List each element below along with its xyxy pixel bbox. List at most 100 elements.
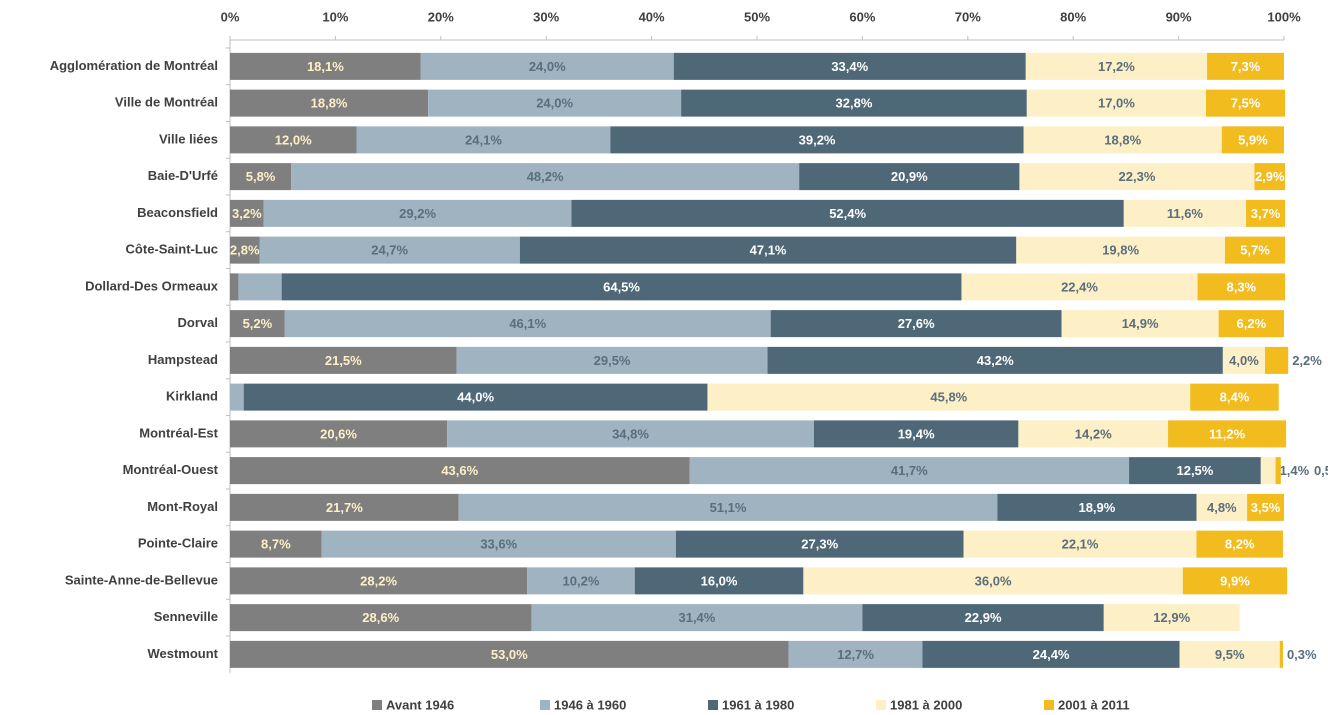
bar-segment: [1018, 420, 1169, 448]
x-tick-label: 70%: [955, 9, 981, 24]
legend-swatch: [372, 700, 382, 710]
data-label: 19,4%: [898, 426, 935, 441]
data-label: 43,2%: [977, 353, 1014, 368]
bar-segment: [803, 567, 1183, 595]
category-label: Ville de Montréal: [115, 95, 218, 110]
data-label: 64,5%: [603, 279, 640, 294]
bar-segment: [230, 236, 260, 264]
data-label: 12,9%: [1153, 610, 1190, 625]
data-label: 28,6%: [362, 610, 399, 625]
data-label: 27,6%: [898, 316, 935, 331]
data-label: 5,2%: [243, 316, 273, 331]
data-label: 22,1%: [1062, 537, 1099, 552]
category-label: Hampstead: [148, 352, 218, 367]
bar-segment: [1247, 493, 1284, 521]
x-tick-label: 30%: [533, 9, 559, 24]
bar-segment: [1206, 89, 1286, 117]
bar-segment: [997, 493, 1197, 521]
category-label: Agglomération de Montréal: [50, 58, 218, 73]
data-label: 45,8%: [930, 390, 967, 405]
category-label: Kirkland: [166, 389, 218, 404]
data-label: 8,3%: [1226, 279, 1256, 294]
data-label: 12,5%: [1176, 463, 1213, 478]
bar-segment: [1254, 163, 1286, 191]
bar-segment: [230, 52, 421, 80]
category-label: Mont-Royal: [147, 499, 218, 514]
data-label: 16,0%: [701, 573, 738, 588]
data-label: 44,0%: [457, 390, 494, 405]
bar-segment: [230, 640, 789, 668]
data-label: 28,2%: [360, 573, 397, 588]
bar-segment: [1218, 310, 1284, 338]
bar-segment: [1260, 457, 1276, 485]
bar-segment: [1224, 236, 1286, 264]
bar-segment: [707, 383, 1191, 411]
legend-label: Avant 1946: [386, 697, 454, 712]
data-label: 11,6%: [1167, 206, 1204, 221]
bar-segment: [1275, 457, 1281, 485]
category-label: Westmount: [147, 646, 218, 661]
legend-label: 2001 à 2011: [1058, 697, 1130, 712]
category-label: Sainte-Anne-de-Bellevue: [65, 572, 218, 587]
bar-segment: [610, 126, 1024, 154]
x-tick-label: 40%: [639, 9, 665, 24]
data-label: 20,9%: [891, 169, 928, 184]
bar-segment: [1222, 346, 1266, 374]
data-label: 14,2%: [1075, 426, 1112, 441]
data-label: 4,8%: [1207, 500, 1237, 515]
category-label: Beaconsfield: [137, 205, 218, 220]
bar-segment: [428, 89, 682, 117]
x-tick-label: 80%: [1060, 9, 1086, 24]
bar-segment: [1197, 273, 1286, 301]
bar-segment: [862, 604, 1104, 632]
bar-segment: [1023, 126, 1222, 154]
bar-segment: [230, 273, 239, 301]
data-label: 18,8%: [311, 96, 348, 111]
bar-segment: [230, 567, 528, 595]
data-label: 39,2%: [799, 132, 836, 147]
bar-segment: [1190, 383, 1279, 411]
data-label: 0,5%: [1314, 463, 1328, 478]
bar-segment: [813, 420, 1019, 448]
bar-segment: [1196, 530, 1283, 558]
bar-segment: [458, 493, 998, 521]
data-label: 1,4%: [1280, 463, 1310, 478]
bar-segment: [263, 199, 572, 227]
category-label: Dollard-Des Ormeaux: [85, 278, 219, 293]
bar-segment: [230, 420, 448, 448]
data-label: 5,8%: [246, 169, 276, 184]
data-label: 2,8%: [230, 243, 260, 258]
legend-label: 1946 à 1960: [554, 697, 626, 712]
bar-segment: [259, 236, 520, 264]
data-label: 24,0%: [529, 59, 566, 74]
legend-swatch: [540, 700, 550, 710]
bar-segment: [1016, 236, 1225, 264]
legend-swatch: [876, 700, 886, 710]
x-tick-label: 20%: [428, 9, 454, 24]
x-tick-label: 50%: [744, 9, 770, 24]
data-label: 21,7%: [326, 500, 363, 515]
data-label: 7,3%: [1231, 59, 1261, 74]
bar-segment: [243, 383, 708, 411]
x-tick-label: 10%: [322, 9, 348, 24]
data-label: 3,5%: [1251, 500, 1281, 515]
data-label: 18,8%: [1104, 132, 1141, 147]
data-label: 9,5%: [1215, 647, 1245, 662]
bar-segment: [922, 640, 1180, 668]
bar-segment: [1221, 126, 1284, 154]
bar-segment: [963, 530, 1197, 558]
data-label: 17,2%: [1098, 59, 1135, 74]
bar-segment: [447, 420, 814, 448]
data-label: 9,9%: [1220, 573, 1250, 588]
x-tick-label: 60%: [849, 9, 875, 24]
data-label: 21,5%: [325, 353, 362, 368]
bar-segment: [281, 273, 962, 301]
data-label: 7,5%: [1231, 96, 1261, 111]
data-label: 29,5%: [594, 353, 631, 368]
data-label: 6,2%: [1237, 316, 1267, 331]
category-label: Montréal-Est: [139, 425, 218, 440]
data-label: 24,1%: [465, 132, 502, 147]
data-label: 22,4%: [1061, 279, 1098, 294]
bar-segment: [1026, 89, 1207, 117]
data-label: 48,2%: [527, 169, 564, 184]
